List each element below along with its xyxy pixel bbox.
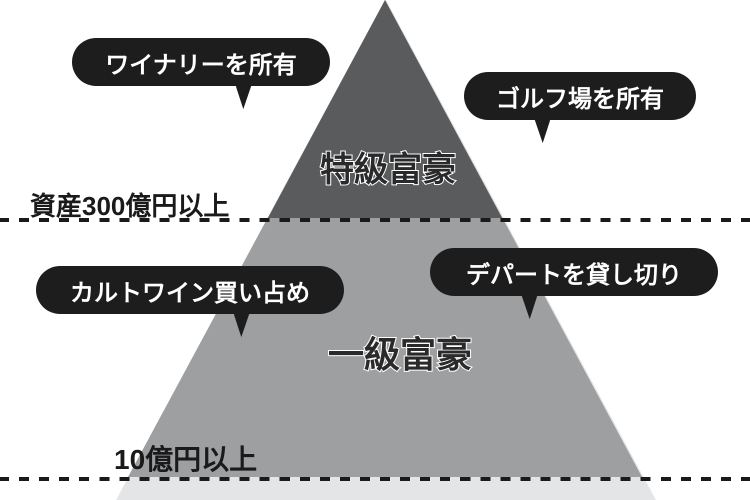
bubble-golf-text: ゴルフ場を所有 [496, 79, 664, 114]
wealth-pyramid-infographic: 特級富豪 一級富豪 資産300億円以上 10億円以上 ワイナリーを所有 ゴルフ場… [0, 0, 750, 500]
bubble-department-text: デパートを貸し切り [466, 255, 682, 290]
tier-2-label: 一級富豪 [328, 326, 472, 378]
bubble-winery-text: ワイナリーを所有 [105, 45, 297, 80]
tier-1-label: 特級富豪 [320, 142, 456, 191]
divider-lower [0, 477, 750, 481]
threshold-1: 資産300億円以上 [30, 186, 229, 223]
bubble-cultwine-text: カルトワイン買い占め [70, 273, 310, 308]
bubble-golf: ゴルフ場を所有 [464, 72, 696, 120]
threshold-2: 10億円以上 [114, 438, 257, 478]
bubble-cultwine: カルトワイン買い占め [36, 266, 344, 314]
bubble-department: デパートを貸し切り [430, 248, 718, 296]
bubble-winery: ワイナリーを所有 [72, 38, 330, 86]
